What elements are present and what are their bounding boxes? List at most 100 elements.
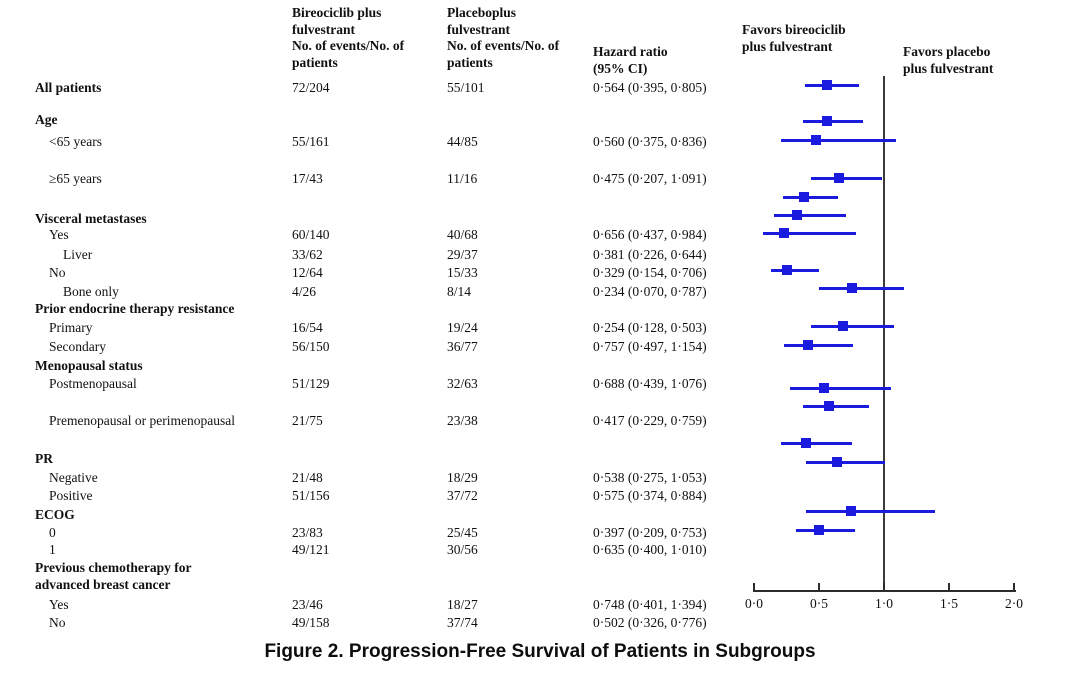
arm1-events: 21/48 <box>292 470 323 485</box>
subgroup-label: Visceral metastases <box>35 211 147 226</box>
table-row: 0 23/83 25/45 0·397 (0·209, 0·753) <box>0 525 1080 541</box>
arm2-events: 37/72 <box>447 488 478 503</box>
arm2-measure: No. of events/No. of patients <box>447 38 560 70</box>
subgroup-label: Primary <box>49 320 93 335</box>
arm2-events: 23/38 <box>447 413 478 428</box>
arm2-events: 11/16 <box>447 171 478 186</box>
table-row: Premenopausal or perimenopausal 21/75 23/3… <box>0 413 1080 429</box>
subgroup-label: No <box>49 615 66 630</box>
table-row: Secondary 56/150 36/77 0·757 (0·497, 1·154) <box>0 339 1080 355</box>
arm1-events: 16/54 <box>292 320 323 335</box>
table-row: Previous chemotherapy for advanced breas… <box>0 560 1080 592</box>
hazard-ratio-value: 0·575 (0·374, 0·884) <box>593 488 707 503</box>
hazard-ratio-value: 0·748 (0·401, 1·394) <box>593 597 707 612</box>
hr-marker <box>834 173 845 183</box>
table-row: All patients 72/204 55/101 0·564 (0·395, 0·… <box>0 80 1080 96</box>
arm1-events: 33/62 <box>292 247 323 262</box>
arm1-events: 49/121 <box>292 542 330 557</box>
subgroup-label: No <box>49 265 66 280</box>
ci-line <box>783 195 838 199</box>
subgroup-label: <65 years <box>49 134 102 149</box>
arm1-events: 4/26 <box>292 284 317 299</box>
table-row: 1 49/121 30/56 0·635 (0·400, 1·010) <box>0 542 1080 558</box>
table-row: Primary 16/54 19/24 0·254 (0·128, 0·503) <box>0 320 1080 336</box>
axis-tick <box>883 583 885 592</box>
table-row: Menopausal status <box>0 358 1080 374</box>
column-header-arm2: Placeboplus fulvestrant No. of events/No… <box>447 5 569 71</box>
arm1-events: 60/140 <box>292 227 330 242</box>
axis-tick <box>948 583 950 592</box>
favors-left-label: Favors bireociclib plus fulvestrant <box>742 22 846 54</box>
hr-marker <box>823 401 834 411</box>
hazard-ratio-value: 0·656 (0·437, 0·984) <box>593 227 707 242</box>
ci-line <box>802 119 863 123</box>
hr-marker <box>814 525 825 535</box>
hazard-ratio-value: 0·757 (0·497, 1·154) <box>593 339 707 354</box>
arm2-events: 18/27 <box>447 597 478 612</box>
column-header-hazard-ratio: Hazard ratio (95% CI) <box>593 44 697 77</box>
hazard-ratio-value: 0·234 (0·070, 0·787) <box>593 284 707 299</box>
table-row: Yes 23/46 18/27 0·748 (0·401, 1·394) <box>0 597 1080 613</box>
arm2-name: Placeboplus fulvestrant <box>447 5 517 37</box>
ci-line <box>806 460 886 464</box>
ci-line <box>802 404 869 408</box>
subgroup-label: PR <box>35 451 53 466</box>
hazard-ratio-value: 0·635 (0·400, 1·010) <box>593 542 707 557</box>
table-row: No 49/158 37/74 0·502 (0·326, 0·776) <box>0 615 1080 631</box>
axis-tick-label: 1·0 <box>875 596 893 611</box>
arm1-events: 56/150 <box>292 339 330 354</box>
hazard-ratio-value: 0·564 (0·395, 0·805) <box>593 80 707 95</box>
arm2-events: 37/74 <box>447 615 478 630</box>
arm1-events: 21/75 <box>292 413 323 428</box>
hazard-ratio-value: 0·417 (0·229, 0·759) <box>593 413 707 428</box>
subgroup-label: Liver <box>63 247 93 262</box>
table-row: No 12/64 15/33 0·329 (0·154, 0·706) <box>0 265 1080 281</box>
hr-marker <box>847 283 858 293</box>
ci-line <box>796 528 855 532</box>
axis-tick <box>753 583 755 592</box>
subgroup-label: 0 <box>49 525 56 540</box>
subgroup-label: 1 <box>49 542 56 557</box>
favors-right-label: Favors placebo plus fulvestrant <box>903 44 994 76</box>
hr-marker <box>846 506 857 516</box>
table-row: Positive 51/156 37/72 0·575 (0·374, 0·884) <box>0 488 1080 504</box>
ci-line <box>811 324 894 328</box>
hr-marker <box>831 457 842 467</box>
ci-line <box>789 386 891 390</box>
table-row: Prior endocrine therapy resistance <box>0 301 1080 317</box>
hr-marker <box>810 135 821 145</box>
axis-tick-label: 0·0 <box>745 596 763 611</box>
arm2-events: 15/33 <box>447 265 478 280</box>
arm1-events: 12/64 <box>292 265 323 280</box>
x-axis <box>754 590 1016 592</box>
table-row: PR <box>0 451 1080 467</box>
axis-tick <box>818 583 820 592</box>
arm1-name: Bireociclib plus fulvestrant <box>292 5 382 37</box>
hr-marker <box>821 116 832 126</box>
hazard-ratio-value: 0·381 (0·226, 0·644) <box>593 247 707 262</box>
hr-marker <box>818 383 829 393</box>
reference-line <box>883 76 885 592</box>
arm2-events: 36/77 <box>447 339 478 354</box>
subgroup-label: ECOG <box>35 507 75 522</box>
subgroup-label: Yes <box>49 227 69 242</box>
subgroup-label: Previous chemotherapy for advanced breas… <box>35 560 192 592</box>
subgroup-label: Yes <box>49 597 69 612</box>
hr-marker <box>800 438 811 448</box>
hazard-ratio-value: 0·502 (0·326, 0·776) <box>593 615 707 630</box>
hr-marker <box>803 340 814 350</box>
subgroup-label: Menopausal status <box>35 358 143 373</box>
arm1-events: 49/158 <box>292 615 330 630</box>
hazard-ratio-value: 0·560 (0·375, 0·836) <box>593 134 707 149</box>
ci-line <box>783 343 853 347</box>
arm2-events: 19/24 <box>447 320 478 335</box>
arm2-events: 29/37 <box>447 247 478 262</box>
subgroup-label: Premenopausal or perimenopausal <box>49 413 235 428</box>
ci-line <box>810 176 882 180</box>
arm1-events: 23/83 <box>292 525 323 540</box>
arm1-events: 51/156 <box>292 488 330 503</box>
table-row: Visceral metastases <box>0 211 1080 227</box>
arm2-events: 44/85 <box>447 134 478 149</box>
hr-marker <box>822 80 833 90</box>
hr-marker <box>798 192 809 202</box>
